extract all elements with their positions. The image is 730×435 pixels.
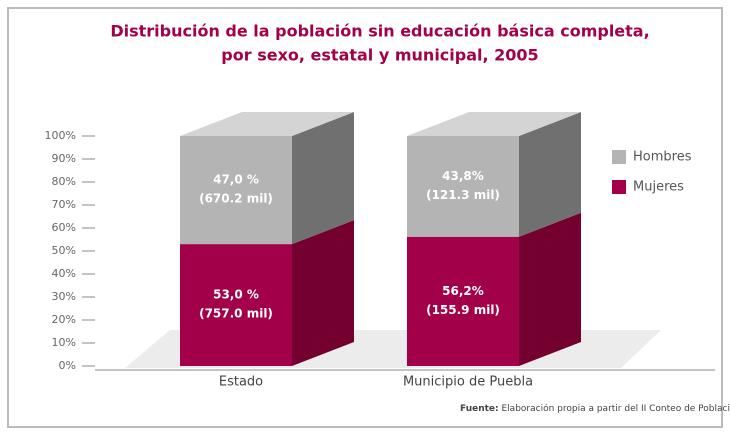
bar-side (292, 112, 354, 245)
x-tick-label: Municipio de Puebla (403, 375, 533, 390)
bar-segment (407, 136, 519, 237)
source-text: Elaboración propia a partir del II Conte… (502, 403, 730, 414)
y-tick-label: 90% (52, 152, 76, 165)
y-tick-label: 20% (52, 313, 76, 326)
bar-side (519, 112, 581, 237)
source-label: Fuente: (460, 404, 499, 414)
y-tick-label: 10% (52, 336, 76, 349)
y-tick-label: 80% (52, 175, 76, 188)
y-tick-label: 0% (59, 359, 76, 372)
value-label: 56,2% (442, 284, 484, 298)
y-tick-label: 70% (52, 198, 76, 211)
bar-top (180, 112, 354, 136)
chart-title: Distribución de la población sin educaci… (110, 22, 649, 41)
bar-side (519, 212, 581, 366)
legend-swatch (612, 150, 626, 164)
count-label: (757.0 mil) (199, 307, 273, 321)
legend-swatch (612, 180, 626, 194)
bar-top (407, 112, 581, 136)
chart-title: por sexo, estatal y municipal, 2005 (221, 46, 538, 65)
legend-label: Mujeres (633, 180, 684, 195)
y-tick-label: 30% (52, 290, 76, 303)
y-tick-label: 50% (52, 244, 76, 257)
bar-segment (180, 244, 292, 366)
y-tick-label: 40% (52, 267, 76, 280)
value-label: 43,8% (442, 169, 484, 183)
count-label: (670.2 mil) (199, 192, 273, 206)
value-label: 47,0 % (213, 173, 259, 187)
count-label: (155.9 mil) (426, 303, 500, 317)
bar-segment (407, 236, 519, 366)
legend-label: Hombres (633, 150, 692, 165)
bar-side (292, 220, 354, 366)
bar-segment (180, 136, 292, 245)
source: Fuente: Elaboración propia a partir del … (460, 403, 730, 414)
value-label: 53,0 % (213, 288, 259, 302)
x-tick-label: Estado (219, 375, 263, 390)
count-label: (121.3 mil) (426, 188, 500, 202)
y-tick-label: 100% (45, 129, 76, 142)
y-tick-label: 60% (52, 221, 76, 234)
